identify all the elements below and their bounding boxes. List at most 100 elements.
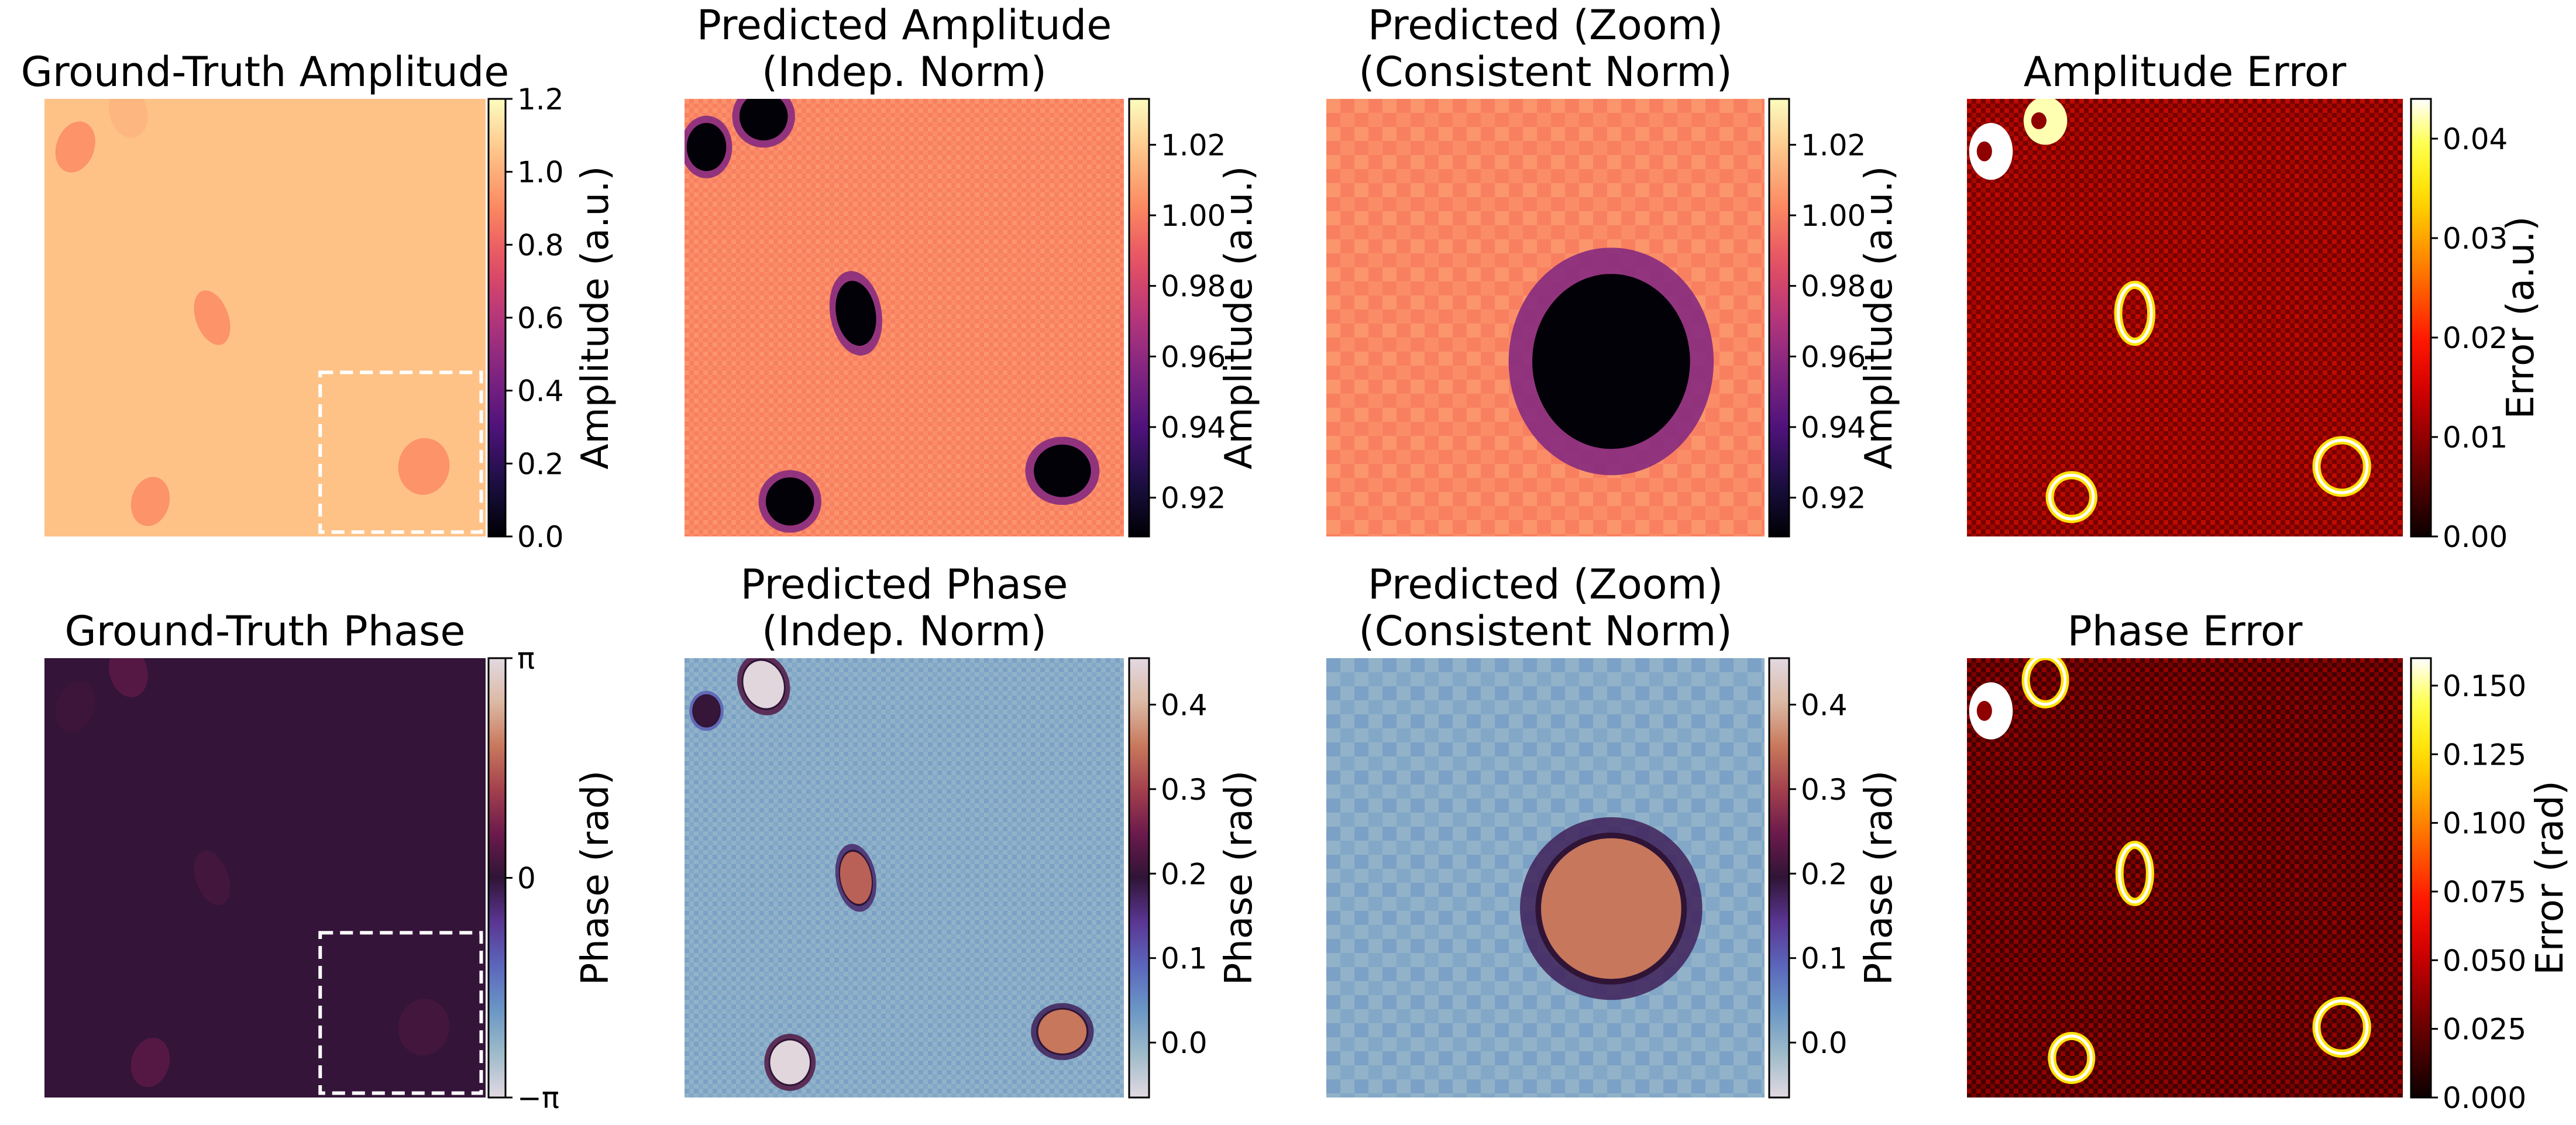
panel-title: (Consistent Norm)	[1358, 48, 1732, 96]
colorbar-tick-label: 0.1	[1801, 942, 1848, 976]
blob-0	[693, 695, 720, 727]
blob-1	[108, 99, 148, 138]
error-ring-core	[2118, 843, 2152, 904]
colorbar-tick-label: 1.00	[1161, 199, 1226, 233]
error-ring-core	[2050, 1034, 2093, 1082]
heatmap-image	[685, 658, 1124, 1098]
blob-2	[194, 290, 231, 345]
colorbar-tick-label: 0.125	[2443, 738, 2526, 772]
blob-0	[686, 123, 727, 171]
colorbar: −π 0 π Phase (rad)	[487, 642, 617, 1115]
colorbar-label: Amplitude (a.u.)	[1218, 166, 1261, 470]
colorbar-label: Phase (rad)	[574, 770, 617, 986]
colorbar-gradient	[1768, 657, 1790, 1099]
colorbar-tick-label: 1.02	[1801, 128, 1866, 162]
colorbar-label: Amplitude (a.u.)	[1858, 166, 1901, 470]
panel-phase-error: Phase Error 0.000 0.025 0.050 0.075 0.100 0.12…	[1967, 607, 2572, 1115]
panel-title: Phase Error	[2068, 607, 2303, 655]
colorbar-label: Amplitude (a.u.)	[574, 166, 617, 470]
panel-amplitude-error: Amplitude Error 0.00 0.01 0.02 0.03 0.04 Error…	[1967, 48, 2543, 554]
colorbar-tick-label: 1.02	[1161, 128, 1226, 162]
error-core	[2031, 112, 2047, 129]
panel-title: Predicted Phase	[741, 560, 1068, 608]
colorbar-tick-label: 0.94	[1801, 411, 1866, 445]
error-core	[1976, 701, 1992, 721]
colorbar: 0.0 0.1 0.2 0.3 0.4 Phase (rad)	[1768, 657, 1901, 1099]
colorbar-label: Phase (rad)	[1218, 770, 1261, 986]
heatmap-image	[685, 99, 1124, 536]
colorbar-tick-label: 0.98	[1161, 270, 1226, 304]
panel-title: (Indep. Norm)	[762, 607, 1047, 655]
blob-3	[765, 477, 814, 526]
blob-0	[55, 680, 95, 732]
colorbar-gradient	[2410, 98, 2432, 538]
colorbar-tick-label: 0	[517, 862, 536, 896]
colorbar-tick-label: 0.0	[1161, 1026, 1208, 1060]
error-ring-core	[2314, 999, 2369, 1055]
heatmap-image	[44, 658, 486, 1098]
panel-gt-phase: Ground-Truth Phase −π 0 π Phase (rad)	[44, 607, 617, 1115]
panel-pred-phase: Predicted Phase(Indep. Norm) 0.0 0.1 0.2 0.3…	[685, 560, 1261, 1099]
colorbar-tick-label: 0.92	[1161, 481, 1226, 515]
colorbar: 0.92 0.94 0.96 0.98 1.00 1.02 Amplitude (a.u.)	[1128, 98, 1261, 538]
colorbar-tick-label: 0.0	[1801, 1026, 1848, 1060]
colorbar-tick-label: 0.2	[1161, 857, 1208, 891]
colorbar-tick-label: 0.98	[1801, 270, 1866, 304]
heatmap-image	[1967, 99, 2403, 536]
heatmap-image	[1967, 658, 2403, 1098]
panel-pred-amplitude-zoom: Predicted (Zoom)(Consistent Norm) 0.92 0.9…	[1326, 1, 1901, 538]
blob-2	[835, 280, 876, 346]
colorbar-label: Error (rad)	[2529, 780, 2572, 975]
blob-4	[1038, 1009, 1087, 1054]
panel-title: (Indep. Norm)	[762, 48, 1047, 96]
panel-pred-phase-zoom: Predicted (Zoom)(Consistent Norm)0.00.10…	[1326, 560, 1901, 1099]
error-ring-core	[2314, 438, 2369, 494]
zoom-region-box	[318, 370, 483, 534]
colorbar-tick-label: 0.2	[517, 447, 564, 481]
colorbar-tick-label: 1.2	[517, 82, 564, 116]
colorbar-tick-label: 1.00	[1801, 199, 1866, 233]
colorbar-tick-label: 1.0	[517, 156, 564, 190]
colorbar-gradient	[2410, 657, 2432, 1099]
colorbar-tick-label: 0.1	[1161, 942, 1208, 976]
colorbar-label: Phase (rad)	[1858, 770, 1901, 986]
colorbar-tick-label: 0.150	[2443, 669, 2526, 703]
colorbar-tick-label: 0.92	[1801, 481, 1866, 515]
colorbar-gradient	[487, 657, 507, 1099]
heatmap-image	[44, 99, 486, 536]
colorbar-tick-label: −π	[517, 1081, 559, 1115]
colorbar-tick-label: 0.4	[517, 374, 564, 408]
blob-0	[55, 121, 95, 173]
panel-title: Ground-Truth Phase	[65, 607, 466, 655]
colorbar-tick-label: 0.000	[2443, 1081, 2526, 1115]
heatmap-image	[1326, 658, 1765, 1098]
panel-title: Predicted (Zoom)	[1368, 1, 1723, 49]
colorbar: 0.000 0.025 0.050 0.075 0.100 0.125 0.150 Error…	[2410, 657, 2572, 1115]
blob-3	[130, 477, 170, 527]
blob-2	[194, 850, 231, 906]
colorbar: 0.0 0.1 0.2 0.3 0.4 Phase (rad)	[1128, 657, 1261, 1099]
blob-1	[108, 658, 148, 697]
colorbar-tick-label: 0.02	[2443, 321, 2508, 355]
colorbar: 0.00 0.01 0.02 0.03 0.04 Error (a.u.)	[2410, 98, 2543, 554]
heatmap-texture	[1967, 99, 2403, 536]
zoom-region-box	[318, 931, 483, 1095]
panel-title: (Consistent Norm)	[1358, 607, 1732, 655]
blob-4	[398, 438, 450, 495]
colorbar-tick-label: 0.025	[2443, 1013, 2526, 1047]
colorbar-gradient	[487, 98, 507, 538]
blob-2	[840, 851, 872, 904]
colorbar-tick-label: 0.03	[2443, 222, 2508, 256]
error-ring-core	[2048, 473, 2095, 521]
colorbar-tick-label: 0.075	[2443, 875, 2526, 909]
blob-1	[743, 660, 784, 708]
colorbar: 0.92 0.94 0.96 0.98 1.00 1.02 Amplitude (a.u.)	[1768, 98, 1901, 538]
heatmap-image	[1326, 99, 1765, 536]
colorbar-tick-label: 0.4	[1801, 688, 1848, 722]
colorbar-tick-label: 0.94	[1161, 411, 1226, 445]
panel-gt-amplitude: Ground-Truth Amplitude 0.0 0.2 0.4 0.6 0.8 1.0…	[21, 48, 617, 554]
colorbar-gradient	[1768, 98, 1790, 538]
colorbar-tick-label: 0.00	[2443, 520, 2508, 554]
blob-4	[398, 999, 450, 1056]
